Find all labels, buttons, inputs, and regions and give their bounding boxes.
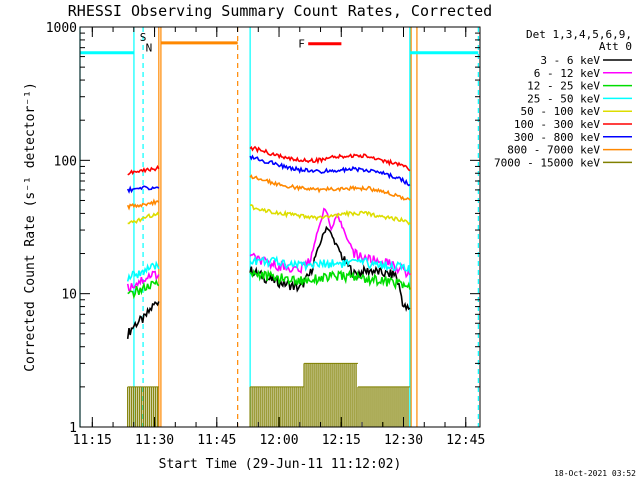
series-line-4-segment-1: [249, 204, 411, 226]
y-tick-label: 100: [54, 154, 77, 169]
legend-label-3: 25 - 50 keV: [527, 92, 600, 105]
chart-title: RHESSI Observing Summary Count Rates, Co…: [68, 2, 492, 20]
legend-label-1: 6 - 12 keV: [534, 67, 601, 80]
plot-frame: [79, 26, 481, 428]
series-line-1-segment-0: [126, 270, 160, 293]
y-tick-label: 1000: [46, 21, 77, 36]
series-line-3-segment-0: [126, 260, 160, 282]
legend-label-2: 12 - 25 keV: [527, 80, 600, 93]
x-axis-label: Start Time (29-Jun-11 11:12:02): [159, 457, 402, 472]
legend-label-8: 7000 - 15000 keV: [494, 156, 600, 169]
series-line-7-segment-1: [249, 174, 411, 201]
legend-label-5: 100 - 300 keV: [514, 118, 600, 131]
x-tick-label: 11:15: [73, 433, 112, 448]
series-line-2-segment-0: [127, 278, 160, 300]
x-tick-label: 12:45: [446, 433, 485, 448]
plot-area: SN F: [79, 27, 479, 427]
series-line-2-segment-1: [249, 268, 411, 291]
legend-label-4: 50 - 100 keV: [521, 105, 601, 118]
series-line-5-segment-0: [127, 164, 160, 176]
legend-label-0: 3 - 6 keV: [540, 54, 600, 67]
y-tick-label: 10: [61, 288, 77, 303]
series-line-0-segment-1: [249, 225, 411, 313]
legend-label-6: 300 - 800 keV: [514, 131, 600, 144]
footer-timestamp: 18-Oct-2021 03:52: [554, 469, 636, 478]
x-tick-label: 12:30: [384, 433, 423, 448]
series-line-5-segment-1: [249, 145, 411, 172]
series-line-4-segment-0: [127, 211, 160, 225]
y-axis-label-text: Corrected Count Rate (s⁻¹ detector⁻¹): [23, 82, 38, 372]
annotation-2: F: [298, 38, 305, 51]
series-line-3-segment-1: [249, 255, 411, 274]
series-line-0-segment-0: [126, 300, 160, 339]
annotation-0: S: [140, 31, 147, 44]
legend-title-line-1: Det 1,3,4,5,6,9,: [526, 28, 632, 41]
x-tick-label: 12:00: [259, 433, 298, 448]
legend-title-line-2: Att 0: [599, 40, 632, 53]
series-line-6-segment-1: [249, 154, 411, 187]
series-line-7-segment-0: [126, 198, 160, 211]
legend-label-7: 800 - 7000 keV: [507, 144, 600, 157]
y-axis-label: Corrected Count Rate (s⁻¹ detector⁻¹): [23, 82, 38, 372]
y-tick-label: 1: [69, 421, 77, 436]
annotation-1: N: [146, 42, 153, 55]
x-tick-label: 12:15: [322, 433, 361, 448]
x-tick-label: 11:30: [135, 433, 174, 448]
series-line-6-segment-0: [126, 185, 160, 194]
axes: 1 10 100 1000 11:15 11:30 11:45 12:00 12:15 12:30…: [46, 21, 486, 448]
x-tick-label: 11:45: [197, 433, 236, 448]
